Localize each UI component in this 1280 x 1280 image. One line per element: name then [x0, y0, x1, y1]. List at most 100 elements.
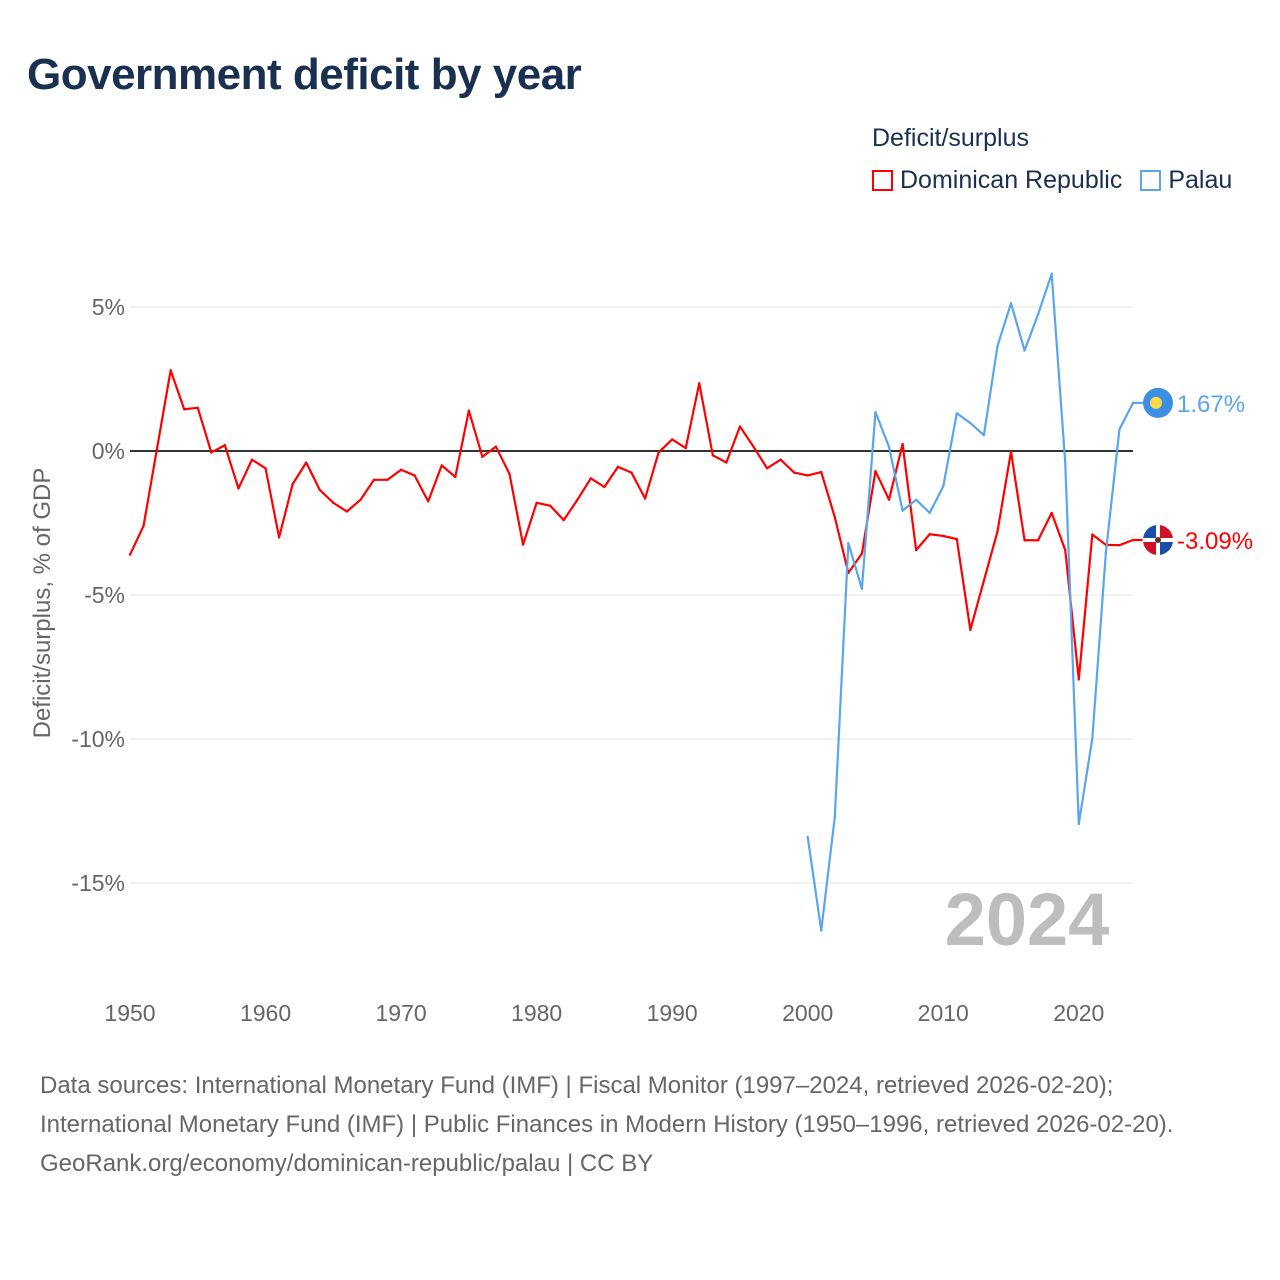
legend-item-dominican-republic[interactable]: Dominican Republic: [872, 166, 1122, 195]
data-point-dominican-republic: [684, 446, 687, 450]
data-point-dominican-republic: [291, 482, 294, 486]
data-point-dominican-republic: [996, 530, 999, 533]
year-watermark: 2024: [945, 878, 1110, 961]
credit-link[interactable]: GeoRank.org/economy/dominican-republic/p…: [40, 1150, 654, 1177]
data-point-palau: [1050, 272, 1053, 276]
data-point-dominican-republic: [603, 485, 606, 489]
data-point-palau: [833, 815, 837, 818]
data-point-dominican-republic: [914, 548, 918, 552]
x-tick-label: 1970: [375, 1000, 426, 1026]
data-point-dominican-republic: [887, 498, 891, 501]
data-point-dominican-republic: [1036, 539, 1040, 542]
data-point-dominican-republic: [725, 461, 728, 464]
data-point-palau: [874, 410, 877, 414]
data-point-dominican-republic: [670, 438, 674, 441]
y-axis-title: Deficit/surplus, % of GDP: [29, 468, 56, 739]
data-point-palau: [928, 511, 931, 515]
data-point-dominican-republic: [250, 458, 254, 461]
data-point-palau: [1036, 313, 1040, 316]
data-point-dominican-republic: [305, 461, 308, 464]
flag-moon: [1150, 396, 1162, 409]
data-point-dominican-republic: [196, 406, 199, 409]
data-point-palau: [1118, 428, 1121, 431]
data-point-dominican-republic: [955, 537, 958, 541]
data-point-dominican-republic: [806, 474, 809, 477]
data-point-dominican-republic: [820, 470, 823, 474]
data-point-palau: [969, 421, 972, 425]
data-point-palau: [847, 541, 850, 545]
data-point-dominican-republic: [874, 469, 877, 473]
data-point-palau: [820, 929, 823, 932]
data-point-dominican-republic: [318, 488, 321, 492]
data-point-dominican-republic: [779, 458, 782, 461]
y-tick-label: 5%: [92, 294, 125, 320]
data-point-dominican-republic: [548, 504, 552, 507]
data-point-dominican-republic: [210, 451, 213, 454]
data-point-palau: [1104, 551, 1108, 554]
series-line-dominican-republic: [129, 369, 1158, 681]
data-point-dominican-republic: [386, 478, 389, 481]
data-point-dominican-republic: [630, 471, 633, 474]
data-point-dominican-republic: [643, 497, 647, 500]
legend-swatch-dominican-republic: [872, 170, 893, 191]
x-tick-label: 2020: [1053, 1000, 1104, 1026]
data-point-dominican-republic: [738, 425, 742, 428]
data-point-dominican-republic: [1077, 678, 1080, 681]
data-point-dominican-republic: [183, 408, 186, 411]
data-point-palau: [860, 587, 864, 590]
data-point-dominican-republic: [155, 446, 159, 450]
legend-title: Deficit/surplus: [872, 124, 1029, 152]
data-point-dominican-republic: [969, 628, 972, 632]
flag-quadrant: [1143, 524, 1158, 540]
data-point-dominican-republic: [359, 498, 362, 502]
data-point-dominican-republic: [494, 445, 498, 448]
data-sources: Data sources: International Monetary Fun…: [40, 1072, 1174, 1138]
flag-quadrant: [1143, 539, 1158, 555]
data-point-dominican-republic: [1091, 533, 1094, 536]
data-point-dominican-republic: [454, 475, 457, 479]
data-point-palau: [982, 433, 986, 437]
legend-swatch-palau: [1140, 170, 1162, 191]
data-point-palau: [914, 498, 918, 501]
y-tick-label: -10%: [71, 726, 125, 752]
data-point-dominican-republic: [399, 468, 403, 471]
data-point-dominican-republic: [521, 543, 525, 546]
legend-label: Dominican Republic: [900, 166, 1123, 194]
legend-item-palau[interactable]: Palau: [1140, 166, 1232, 195]
data-point-dominican-republic: [237, 487, 240, 490]
data-point-dominican-republic: [752, 445, 755, 448]
data-point-palau: [1131, 401, 1135, 405]
data-point-palau: [887, 445, 891, 449]
x-tick-label: 1960: [240, 1000, 291, 1026]
data-point-dominican-republic: [332, 501, 335, 505]
data-point-palau: [1077, 822, 1080, 826]
legend-label: Palau: [1168, 166, 1233, 194]
data-point-dominican-republic: [1050, 511, 1053, 515]
data-point-dominican-republic: [765, 467, 769, 470]
x-tick-label: 2010: [918, 1000, 969, 1026]
x-tick-label: 2000: [782, 1000, 833, 1026]
data-point-dominican-republic: [982, 579, 986, 582]
series-line-palau: [806, 272, 1158, 932]
data-point-dominican-republic: [657, 451, 660, 454]
x-tick-label: 1990: [647, 1000, 698, 1026]
x-tick-label: 1950: [104, 1000, 155, 1026]
data-point-dominican-republic: [901, 442, 904, 446]
data-point-dominican-republic: [1064, 548, 1067, 552]
data-point-dominican-republic: [1023, 539, 1026, 542]
data-point-dominican-republic: [345, 510, 349, 513]
data-point-dominican-republic: [928, 533, 931, 536]
data-point-palau: [1023, 349, 1026, 352]
data-point-dominican-republic: [264, 467, 267, 470]
data-point-dominican-republic: [535, 501, 538, 505]
data-point-dominican-republic: [467, 409, 471, 412]
flag-quadrant: [1158, 524, 1173, 540]
data-point-dominican-republic: [860, 552, 864, 555]
data-point-dominican-republic: [277, 536, 281, 539]
data-point-palau: [901, 509, 904, 512]
flag-emblem: [1155, 536, 1161, 543]
data-point-dominican-republic: [142, 524, 145, 528]
y-tick-label: -5%: [84, 582, 125, 608]
data-point-dominican-republic: [616, 465, 620, 469]
